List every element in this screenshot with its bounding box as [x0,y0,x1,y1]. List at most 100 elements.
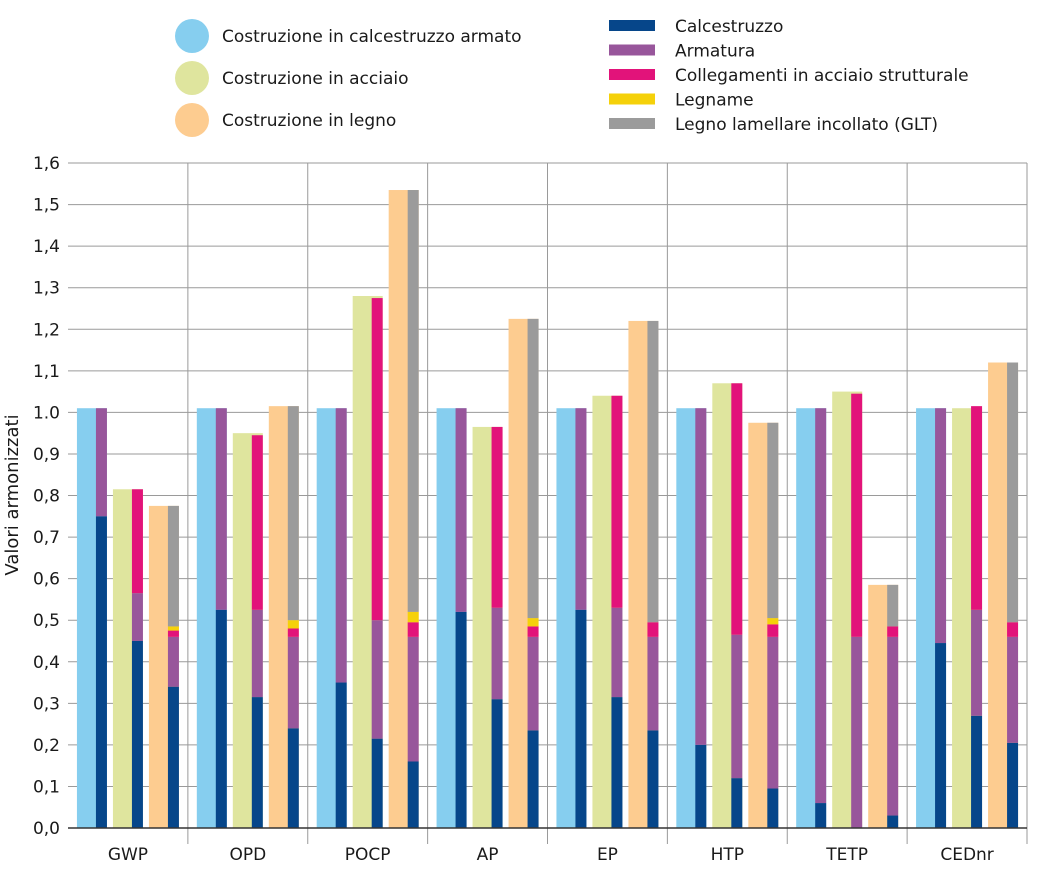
segment-concrete-POCP [371,738,383,828]
segment-steel_connections-GWP [131,489,143,594]
segment-concrete-HTP [767,788,779,828]
segment-steel_connections-HTP [767,624,779,637]
x-tick-label: CEDnr [940,845,993,865]
x-tick-label: POCP [345,845,391,865]
segment-reinforcement-OPD [251,609,263,698]
segment-concrete-POCP [407,761,419,828]
segment-timber-AP [527,618,539,627]
segment-concrete-GWP [131,640,143,828]
segment-steel_connections-EP [611,395,623,608]
segment-reinforcement-GWP [131,593,143,641]
segment-steel_connections-CEDnr [1007,622,1019,637]
y-tick-label: 0,9 [33,445,60,465]
y-tick-label: 0,0 [33,819,60,839]
x-axis: GWP OPD POCP AP EP HTP TETP CEDnr [68,827,1027,865]
segment-reinforcement-TETP [815,408,827,804]
segment-glt-AP [527,318,539,619]
segment-reinforcement-HTP [767,636,779,789]
legend-label: Costruzione in calcestruzzo armato [222,27,522,47]
legend-label: Costruzione in acciaio [222,69,409,89]
y-tick-label: 1,3 [33,279,60,299]
segment-reinforcement-EP [575,408,587,610]
segment-concrete-EP [575,609,587,828]
segment-steel_connections-AP [491,426,503,608]
segment-reinforcement-POCP [371,620,383,739]
segment-timber-OPD [287,620,299,629]
y-tick-label: 0,8 [33,487,60,507]
segment-reinforcement-TETP [887,636,899,816]
legend: Costruzione in calcestruzzo armato Costru… [175,17,969,137]
y-tick-label: 1,4 [33,237,60,257]
segment-reinforcement-CEDnr [935,408,947,644]
segment-reinforcement-POCP [335,408,347,683]
segment-concrete-TETP [887,815,899,828]
segment-glt-CEDnr [1007,362,1019,623]
y-tick-label: 0,7 [33,528,60,548]
segment-steel_connections-TETP [851,393,863,637]
segment-reinforcement-OPD [287,636,299,729]
segment-glt-TETP [887,584,899,627]
segment-steel_connections-POCP [371,298,383,621]
segment-concrete-OPD [251,697,263,828]
segment-concrete-POCP [335,682,347,828]
y-tick-label: 1,6 [33,154,60,174]
segment-concrete-EP [647,730,659,828]
y-tick-label: 0,3 [33,694,60,714]
segment-steel_connections-GWP [167,630,179,637]
segment-concrete-CEDnr [935,643,947,828]
legend-swatch-total_concrete [175,19,209,53]
legend-swatch-concrete [609,20,655,31]
segment-reinforcement-CEDnr [971,609,983,716]
y-tick-label: 1,2 [33,320,60,340]
legend-swatch-total_steel [175,61,209,95]
segment-concrete-CEDnr [971,715,983,828]
segment-reinforcement-EP [647,636,659,731]
segment-steel_connections-POCP [407,622,419,637]
y-tick-label: 1,1 [33,362,60,382]
x-tick-label: HTP [711,845,744,865]
legend-swatch-total_timber [175,103,209,137]
legend-swatch-timber [609,93,655,105]
segment-concrete-AP [491,699,503,828]
segment-reinforcement-EP [611,607,623,698]
legend-label: Calcestruzzo [675,17,783,37]
segment-concrete-AP [527,730,539,828]
x-tick-label: AP [477,845,499,865]
segment-reinforcement-HTP [695,408,707,745]
segment-concrete-EP [611,697,623,828]
y-tick-label: 0,5 [33,611,60,631]
segment-glt-HTP [767,422,779,619]
y-tick-label: 0,4 [33,653,60,673]
legend-label: Legno lamellare incollato (GLT) [675,115,938,135]
segment-reinforcement-AP [527,636,539,731]
x-tick-label: TETP [825,845,868,865]
legend-swatch-reinforcement [609,44,655,56]
segment-glt-POCP [407,190,419,612]
y-tick-label: 0,6 [33,570,60,590]
segment-steel_connections-HTP [731,383,743,635]
y-axis-label: Valori armonizzati [2,414,23,575]
segment-concrete-HTP [731,778,743,828]
segment-timber-HTP [767,618,779,625]
legend-label: Collegamenti in acciaio strutturale [675,66,969,86]
segment-reinforcement-POCP [407,636,419,762]
y-tick-label: 0,1 [33,777,60,797]
segment-steel_connections-OPD [251,435,263,610]
segment-steel_connections-CEDnr [971,406,983,610]
legend-label: Legname [675,91,754,111]
segment-concrete-GWP [167,686,179,828]
segment-reinforcement-HTP [731,634,743,779]
segment-steel_connections-OPD [287,628,299,637]
x-tick-label: OPD [229,845,266,865]
segment-steel_connections-AP [527,626,539,637]
segment-reinforcement-OPD [215,408,227,610]
segment-concrete-AP [455,611,467,828]
x-tick-label: EP [597,845,618,865]
segment-glt-OPD [287,406,299,621]
y-axis-ticks: 0,0 0,1 0,2 0,3 0,4 0,5 0,6 0,7 0,8 0,9 1.0 1,1 1,2 1… [33,154,60,839]
x-tick-label: GWP [108,845,148,865]
segment-concrete-TETP [815,803,827,828]
segment-reinforcement-CEDnr [1007,636,1019,743]
segment-glt-GWP [167,505,179,627]
